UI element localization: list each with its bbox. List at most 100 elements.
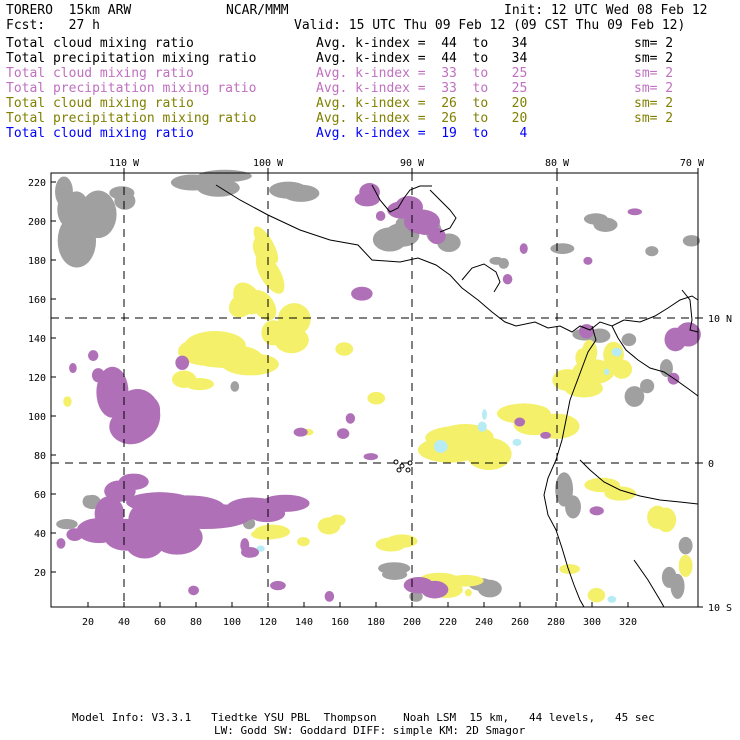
field-blob: [118, 473, 149, 490]
coastline: [429, 189, 457, 233]
field-blob: [477, 579, 502, 598]
coastline: [579, 459, 699, 505]
latitude-label: 0: [708, 459, 714, 470]
x-tick-label: 80: [190, 617, 202, 628]
field-blob: [345, 413, 356, 424]
latitude-label: 10 N: [708, 314, 732, 325]
y-tick-label: 200: [28, 217, 46, 228]
field-blob: [270, 580, 286, 591]
field-blob: [564, 379, 604, 398]
field-blob: [589, 506, 604, 516]
y-tick-label: 180: [28, 256, 46, 267]
field-blob: [496, 403, 551, 424]
field-blob: [559, 564, 580, 575]
field-blob: [171, 370, 197, 388]
field-blob: [230, 381, 240, 392]
legend-kindex: Avg. k-index = 44 to 34: [316, 51, 528, 66]
field-blob: [607, 595, 617, 603]
field-blob: [56, 519, 78, 530]
y-tick-label: 100: [28, 412, 46, 423]
field-blob: [604, 486, 637, 501]
field-blob: [645, 246, 659, 257]
field-blob: [611, 347, 622, 357]
legend-smoothing: sm= 2: [634, 66, 674, 81]
x-tick-label: 140: [295, 617, 313, 628]
field-blob: [550, 243, 575, 254]
field-blob: [540, 431, 551, 439]
field-blob: [386, 534, 418, 548]
longitude-label: 110 W: [109, 158, 140, 169]
legend-field: Total cloud mixing ratio: [6, 96, 194, 111]
field-blob: [351, 286, 373, 301]
x-tick-label: 20: [82, 617, 94, 628]
field-blob: [63, 396, 72, 407]
x-tick-label: 300: [583, 617, 601, 628]
field-blob: [253, 226, 279, 264]
field-blob: [583, 256, 593, 265]
field-blob: [197, 169, 252, 183]
legend-field: Total cloud mixing ratio: [6, 126, 194, 141]
y-tick-label: 140: [28, 334, 46, 345]
legend-kindex: Avg. k-index = 44 to 34: [316, 36, 528, 51]
field-blob: [661, 566, 677, 588]
field-blob: [655, 507, 677, 533]
field-blob: [226, 497, 280, 520]
field-blob: [56, 538, 66, 549]
init-time: Init: 12 UTC Wed 08 Feb 12: [504, 3, 708, 18]
footer-model-info: Model Info: V3.3.1 Tiedtke YSU PBL Thomp…: [72, 711, 655, 724]
legend-kindex: Avg. k-index = 26 to 20: [316, 111, 528, 126]
field-blob: [664, 327, 687, 352]
field-blob: [502, 274, 513, 285]
x-tick-label: 120: [259, 617, 277, 628]
coastline: [215, 184, 625, 333]
field-blob: [498, 258, 509, 269]
axis-ticks: [51, 168, 703, 608]
field-blob: [624, 386, 645, 407]
legend-kindex: Avg. k-index = 33 to 25: [316, 66, 528, 81]
longitude-label: 90 W: [400, 158, 425, 169]
field-blob: [519, 243, 528, 254]
field-blob: [378, 562, 411, 575]
field-blob: [659, 359, 673, 378]
legend-row: Total cloud mixing ratio Avg. k-index = 1…: [6, 126, 736, 141]
field-blob: [317, 517, 341, 535]
legend-row: Total precipitation mixing ratio Avg. k-i…: [6, 51, 736, 66]
y-tick-label: 20: [34, 568, 46, 579]
graticule: [51, 173, 698, 607]
legend-smoothing: sm= 2: [634, 96, 674, 111]
field-blob: [678, 536, 693, 555]
field-blob: [565, 495, 581, 519]
x-tick-label: 280: [547, 617, 565, 628]
field-blob: [363, 453, 378, 461]
field-blob: [336, 428, 350, 439]
field-blob: [583, 213, 608, 225]
field-blob: [109, 186, 135, 200]
coastline: [543, 325, 597, 608]
x-tick-label: 180: [367, 617, 385, 628]
y-tick-label: 60: [34, 490, 46, 501]
x-tick-label: 40: [118, 617, 130, 628]
field-blob: [175, 355, 190, 370]
x-tick-label: 240: [475, 617, 493, 628]
field-blob: [481, 409, 487, 420]
field-blob: [409, 591, 423, 602]
legend-row: Total precipitation mixing ratio Avg. k-i…: [6, 81, 736, 96]
field-blob: [69, 362, 77, 374]
shading-layer: [55, 169, 701, 603]
legend-smoothing: sm= 2: [634, 36, 674, 51]
legend-smoothing: sm= 2: [634, 111, 674, 126]
x-tick-label: 160: [331, 617, 349, 628]
field-blob: [269, 181, 308, 199]
axis-labels: 220 200 180 160 140 120 100 80 60 40 20 20 40 60 80 100…: [28, 158, 732, 628]
field-blob: [91, 368, 105, 383]
field-blob: [293, 427, 308, 437]
y-tick-label: 40: [34, 529, 46, 540]
x-tick-label: 60: [154, 617, 166, 628]
coastline: [633, 559, 665, 608]
field-blob: [254, 524, 291, 539]
center-name: NCAR/MMM: [226, 3, 289, 18]
field-blob: [188, 585, 199, 596]
x-tick-label: 220: [439, 617, 457, 628]
field-blob: [241, 547, 260, 558]
field-blob: [682, 235, 701, 247]
